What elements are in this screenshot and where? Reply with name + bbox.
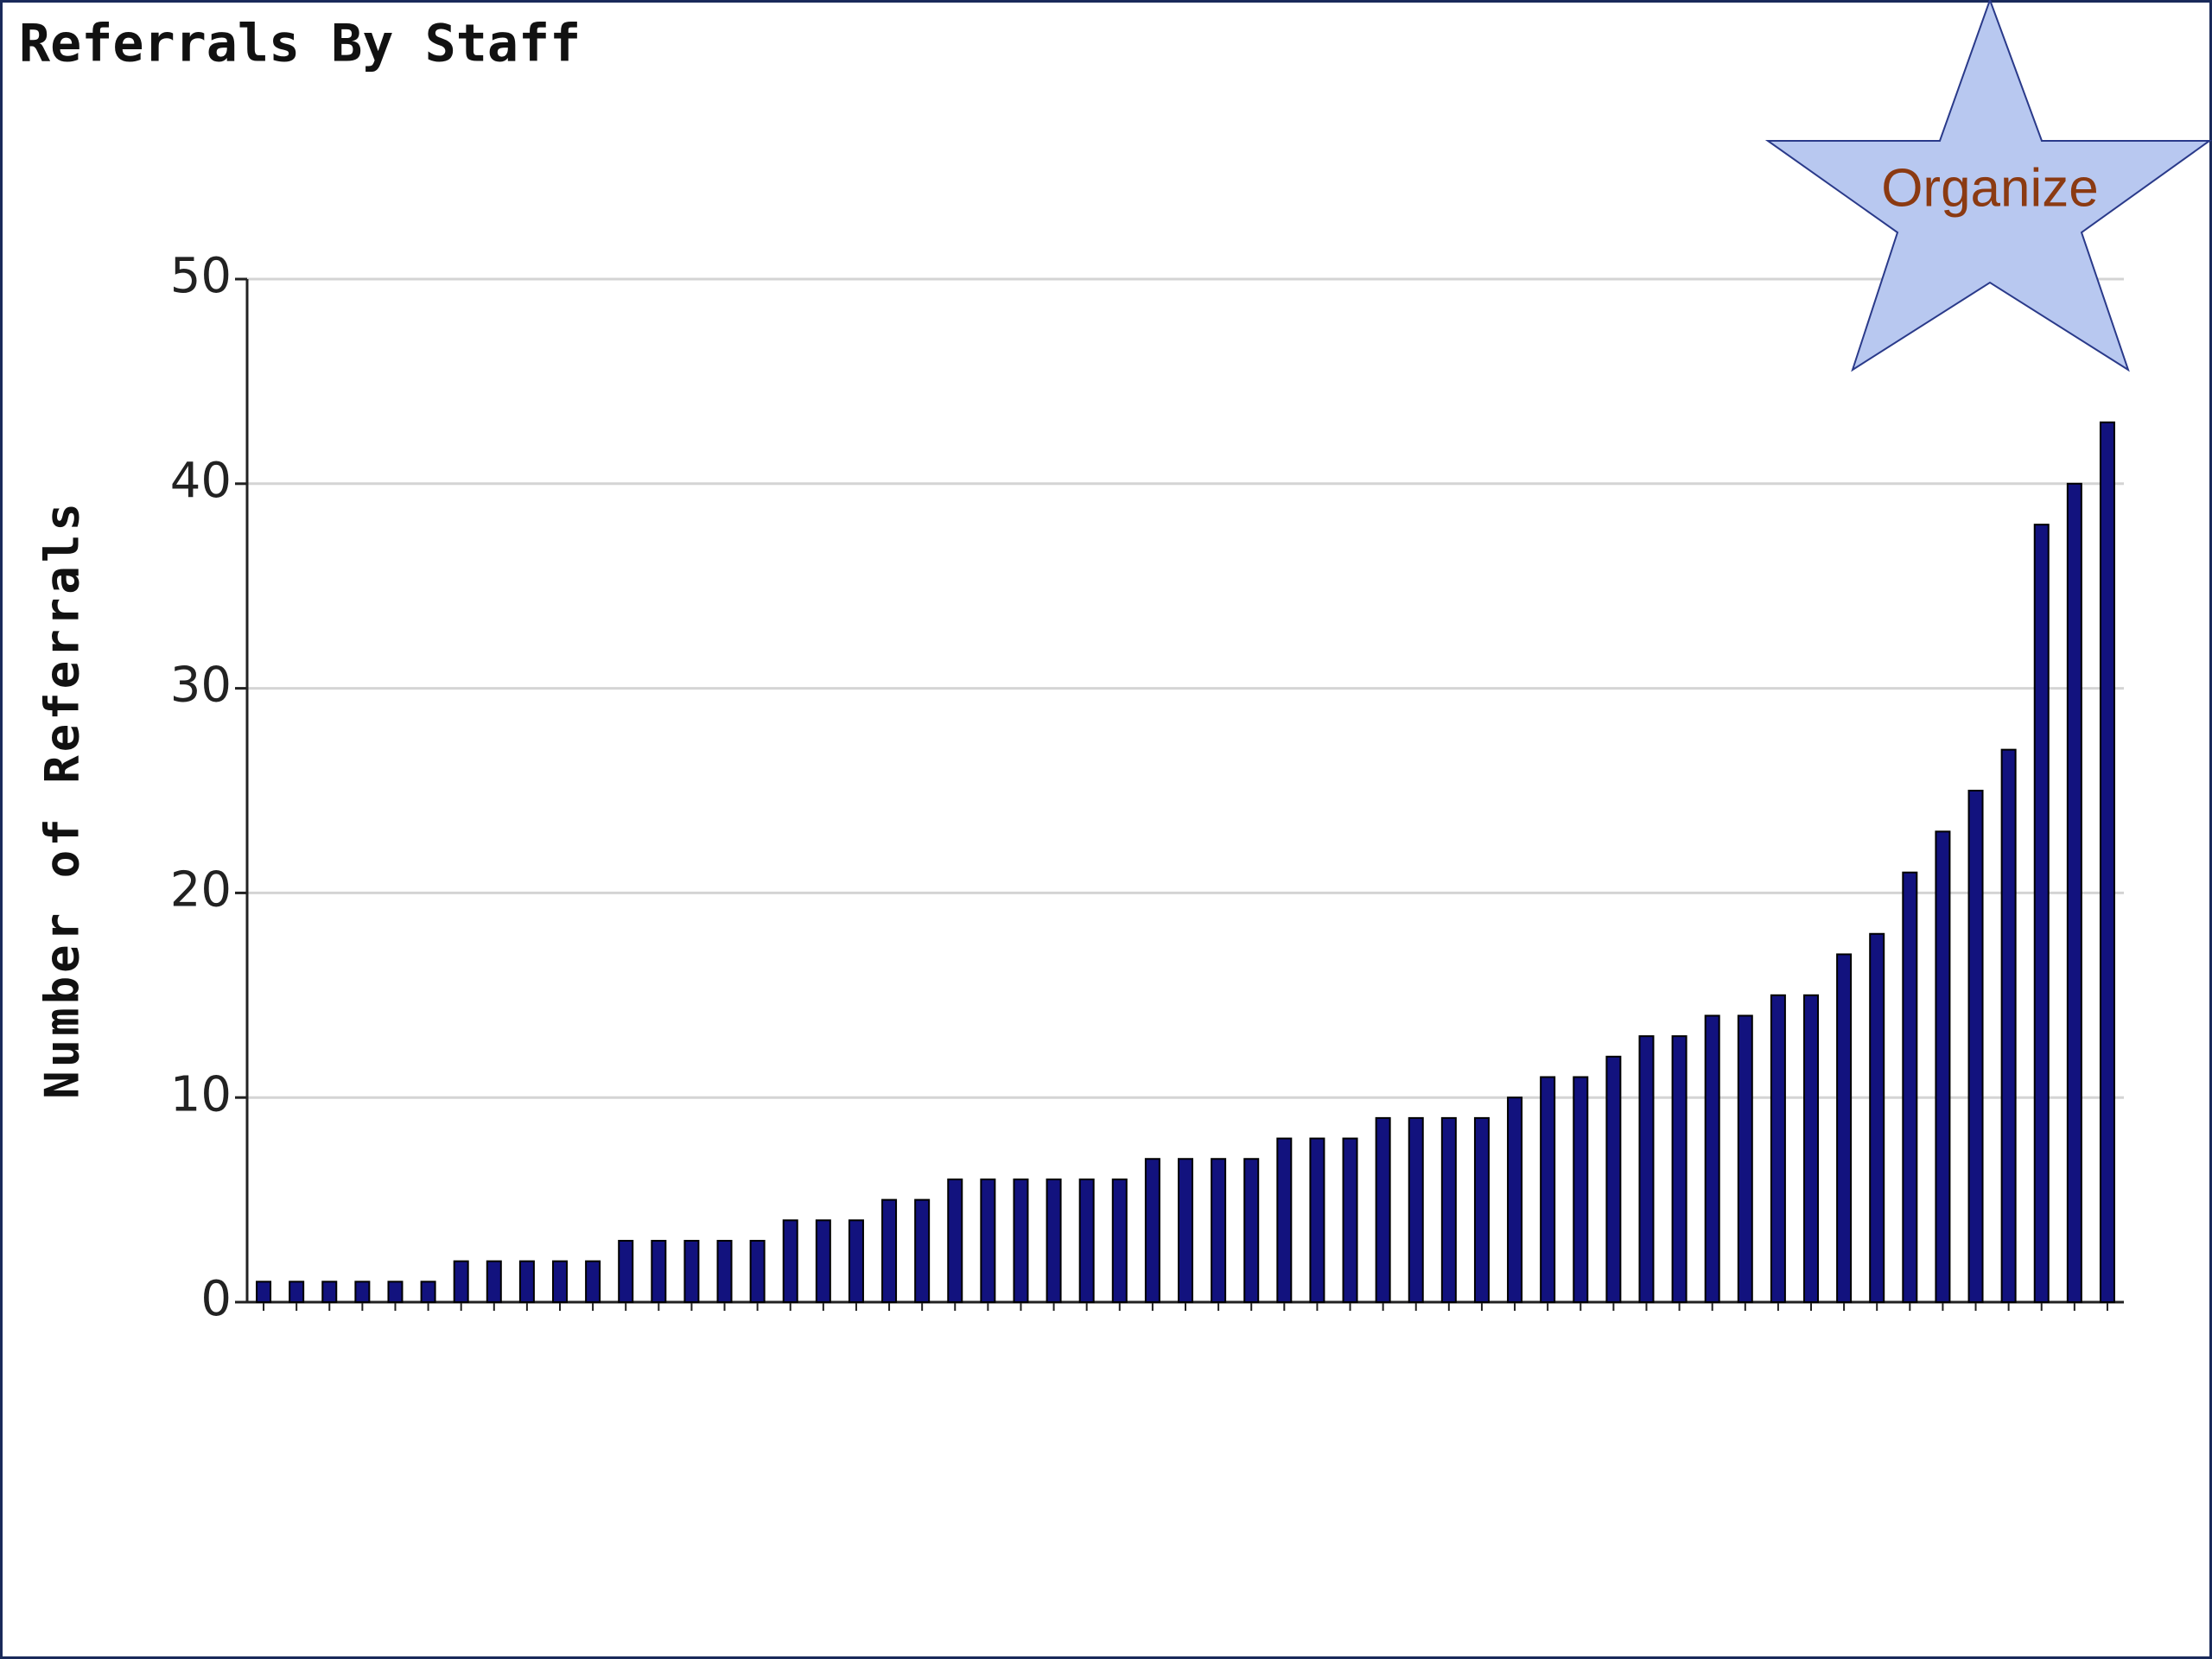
bar <box>1671 1035 1688 1304</box>
bar <box>1902 871 1918 1303</box>
bar <box>518 1260 535 1304</box>
bar <box>321 1281 338 1303</box>
bar <box>387 1281 404 1303</box>
bar <box>1605 1055 1622 1303</box>
bar <box>1638 1035 1655 1304</box>
bar <box>1540 1076 1556 1304</box>
bar <box>1342 1137 1358 1304</box>
bar <box>1935 830 1951 1303</box>
bar <box>881 1198 898 1303</box>
bar <box>1375 1116 1391 1303</box>
bar <box>1473 1116 1490 1303</box>
bar <box>1013 1178 1029 1304</box>
bar <box>1770 994 1786 1304</box>
bar <box>585 1260 601 1304</box>
button-label[interactable]: Organize <box>1881 158 2099 218</box>
bar <box>354 1281 371 1303</box>
bar <box>749 1239 766 1303</box>
y-axis-label: Number of Referrals <box>35 499 90 1099</box>
y-tick-label: 40 <box>170 453 232 509</box>
bar <box>1046 1178 1062 1304</box>
chart-title: Referrals By Staff <box>19 14 581 74</box>
y-tick-label: 50 <box>170 248 232 304</box>
bar <box>618 1239 634 1303</box>
bar <box>815 1219 831 1304</box>
bar <box>453 1260 469 1304</box>
bar <box>716 1239 733 1303</box>
bar <box>1243 1158 1260 1303</box>
bar <box>1211 1158 1227 1303</box>
bar <box>1440 1116 1457 1303</box>
bar <box>651 1239 667 1303</box>
bar <box>1078 1178 1095 1304</box>
bar <box>1144 1158 1160 1303</box>
bar <box>256 1281 272 1303</box>
star[interactable] <box>1764 0 2212 372</box>
bar <box>1507 1096 1523 1303</box>
bar <box>1836 953 1853 1303</box>
y-tick-label: 30 <box>170 658 232 714</box>
y-tick-label: 20 <box>170 862 232 918</box>
bar <box>683 1239 700 1303</box>
bar <box>486 1260 502 1304</box>
bar <box>2066 482 2082 1303</box>
bar <box>980 1178 996 1304</box>
bar <box>420 1281 436 1303</box>
bar <box>2000 748 2017 1303</box>
organize-button[interactable]: Organize <box>1764 0 2212 372</box>
plot-area: 0 10 20 30 40 50 <box>170 248 2124 1327</box>
bar <box>551 1260 569 1304</box>
bar <box>1967 790 1984 1303</box>
bar <box>1869 932 1885 1303</box>
bar <box>1408 1116 1424 1303</box>
bar <box>2099 421 2115 1303</box>
bar <box>914 1198 931 1303</box>
bar <box>1276 1137 1293 1304</box>
bar <box>289 1281 305 1303</box>
bar <box>1704 1014 1720 1303</box>
bar <box>848 1219 864 1304</box>
bar <box>1802 994 1820 1304</box>
bar <box>1737 1014 1753 1303</box>
bar <box>1309 1137 1325 1304</box>
bar <box>947 1178 963 1304</box>
bar <box>1573 1076 1589 1304</box>
y-tick-label: 10 <box>170 1066 232 1122</box>
bar <box>1111 1178 1128 1304</box>
bar <box>2033 524 2050 1303</box>
bar <box>1177 1158 1194 1303</box>
bar <box>782 1219 798 1304</box>
y-tick-label: 0 <box>200 1271 232 1327</box>
